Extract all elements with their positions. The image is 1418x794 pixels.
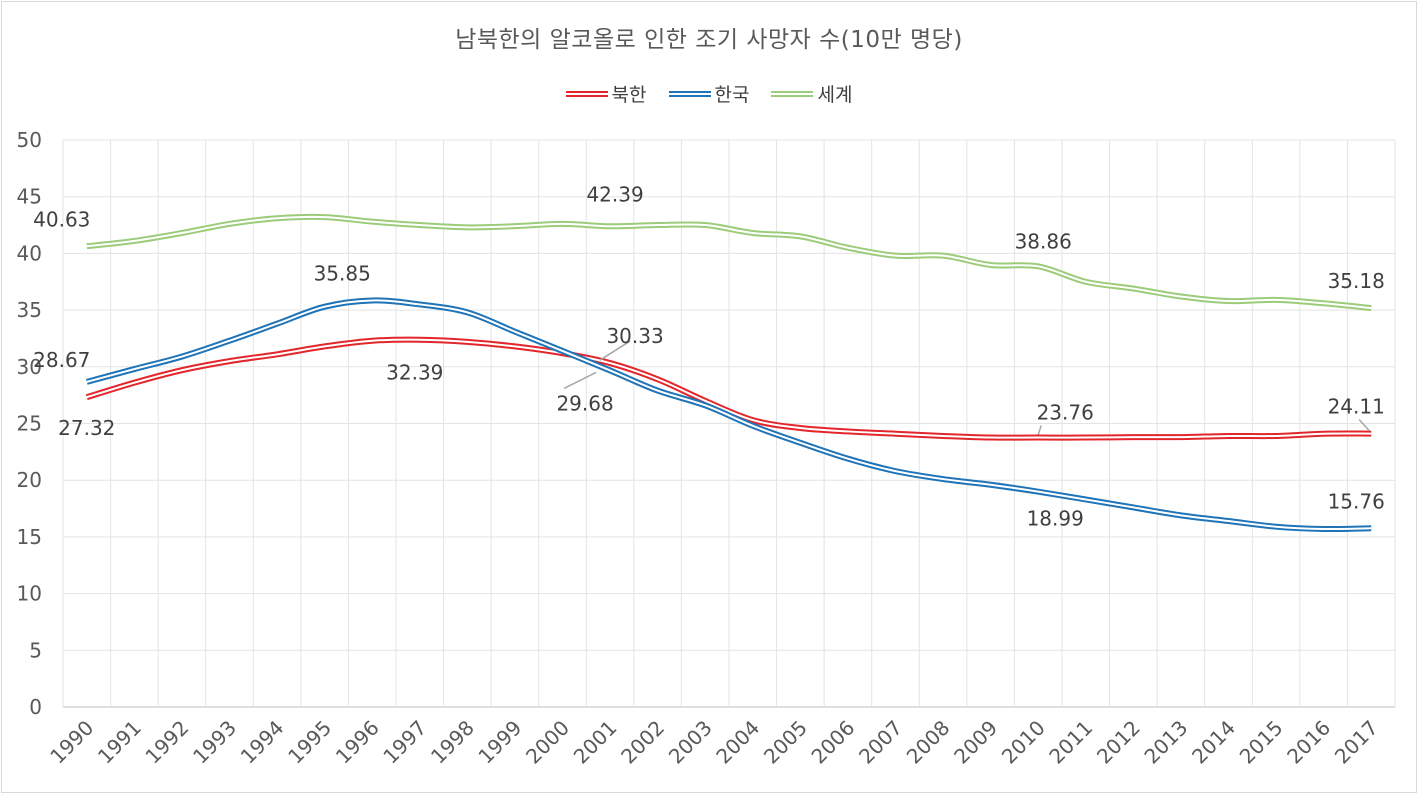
data-label: 24.11 [1328, 395, 1385, 419]
series-south-korea-inner [86, 299, 1372, 531]
y-tick-label: 30 [17, 355, 42, 379]
y-tick-label: 10 [17, 582, 42, 606]
legend-item-north-korea: 북한 [565, 80, 647, 107]
x-tick-label: 2009 [949, 716, 1002, 769]
series-world-inner [86, 215, 1372, 310]
data-label: 42.39 [586, 182, 643, 206]
y-tick-label: 40 [17, 241, 42, 265]
data-label: 35.85 [314, 261, 371, 285]
label-leader-line [1358, 419, 1370, 432]
x-tick-label: 2006 [806, 716, 859, 769]
x-tick-label: 2017 [1330, 716, 1383, 769]
x-tick-label: 1999 [473, 716, 526, 769]
x-tick-label: 2005 [759, 716, 812, 769]
data-label: 30.33 [606, 324, 663, 348]
x-tick-label: 1998 [426, 716, 479, 769]
legend-item-world: 세계 [771, 80, 852, 107]
x-tick-label: 1990 [45, 716, 98, 769]
x-tick-label: 2001 [569, 716, 622, 769]
x-tick-label: 1996 [331, 716, 384, 769]
x-tick-label: 1997 [378, 716, 431, 769]
x-tick-label: 1994 [236, 716, 289, 769]
x-tick-label: 2013 [1139, 716, 1192, 769]
label-leader-line [1037, 425, 1042, 435]
data-label: 35.18 [1328, 269, 1385, 293]
data-label: 15.76 [1328, 489, 1385, 513]
data-label: 38.86 [1015, 229, 1072, 253]
x-tick-label: 1992 [140, 716, 193, 769]
legend-item-south-korea: 한국 [668, 80, 750, 107]
chart-legend: 북한 한국 세계 [0, 80, 1418, 107]
x-tick-label: 2016 [1282, 716, 1335, 769]
y-tick-label: 35 [17, 298, 42, 322]
x-tick-label: 2011 [1044, 716, 1097, 769]
data-label: 29.68 [556, 391, 613, 415]
y-tick-label: 50 [17, 128, 42, 152]
y-axis: 0 5 10 15 20 25 30 35 40 45 50 [17, 128, 42, 719]
series-world [86, 213, 1372, 312]
y-tick-label: 0 [29, 695, 42, 719]
data-label: 32.39 [386, 361, 443, 385]
data-label: 28.67 [33, 348, 90, 372]
legend-label-north-korea: 북한 [611, 84, 647, 106]
x-tick-label: 2003 [664, 716, 717, 769]
series-lines [85, 213, 1372, 533]
x-axis: 1990199119921993199419951996199719981999… [45, 716, 1382, 769]
x-tick-label: 2004 [711, 716, 764, 769]
legend-label-world: 세계 [817, 84, 853, 106]
series-south-korea [86, 297, 1372, 533]
label-leader-lines [563, 340, 1370, 435]
label-leader-line [563, 371, 597, 390]
x-tick-label: 2008 [902, 716, 955, 769]
y-tick-label: 15 [17, 525, 42, 549]
y-tick-label: 5 [29, 638, 42, 662]
label-leader-line [599, 340, 631, 361]
x-tick-label: 2007 [854, 716, 907, 769]
series-north-korea-inner [86, 338, 1372, 439]
legend-swatch-south-korea [668, 90, 711, 98]
data-label: 18.99 [1027, 507, 1084, 531]
gridlines [62, 139, 1396, 708]
data-label: 23.76 [1037, 401, 1094, 425]
x-tick-label: 2012 [1092, 716, 1145, 769]
x-tick-label: 2014 [1187, 716, 1240, 769]
x-tick-label: 2015 [1235, 716, 1288, 769]
y-tick-label: 45 [17, 185, 42, 209]
series-north-korea [85, 336, 1372, 441]
y-tick-label: 25 [17, 412, 42, 436]
x-tick-label: 1995 [283, 716, 336, 769]
x-tick-label: 2000 [521, 716, 574, 769]
legend-swatch-world [771, 90, 814, 98]
data-labels: 27.32 32.39 30.33 23.76 24.11 28.67 35.85 29.68… [33, 182, 1385, 530]
chart-title: 남북한의 알코올로 인한 조기 사망자 수(10만 명당) [455, 27, 963, 53]
x-tick-label: 2002 [616, 716, 669, 769]
data-label: 27.32 [58, 416, 115, 440]
x-tick-label: 2010 [997, 716, 1050, 769]
legend-label-south-korea: 한국 [714, 84, 750, 106]
y-tick-label: 20 [17, 468, 42, 492]
x-tick-label: 1993 [188, 716, 241, 769]
x-tick-label: 1991 [93, 716, 146, 769]
data-label: 40.63 [33, 207, 90, 231]
legend-swatch-north-korea [565, 90, 608, 98]
